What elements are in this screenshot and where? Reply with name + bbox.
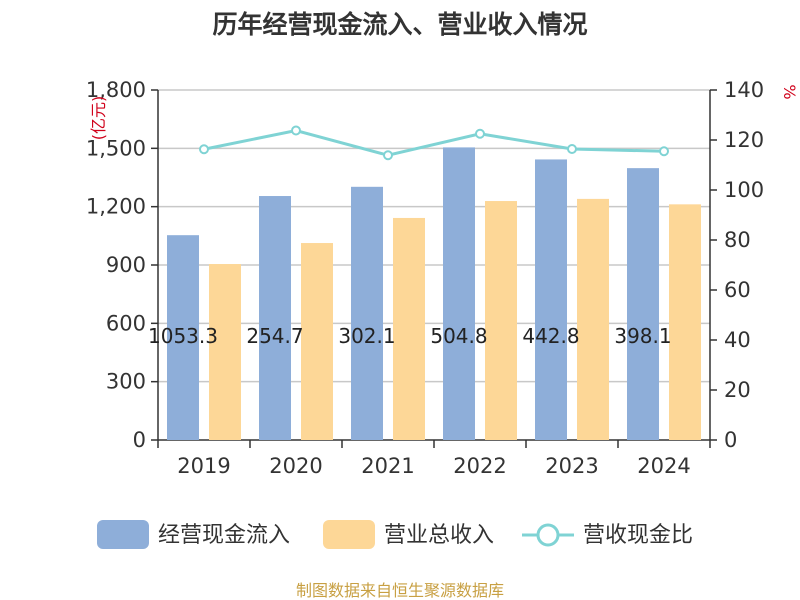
ratio-point-2020 [291,125,301,136]
data-label-cash-inflow-2023: 442.8 [522,324,579,348]
bar-cash-inflow-2023 [535,159,567,441]
ratio-line [203,128,665,157]
legend-item-ratio: 营收现金比 [522,523,693,548]
bar-cash-inflow-2020 [259,196,291,440]
data-label-cash-inflow-2024: 398.1 [614,324,671,348]
category-label-2019: 2019 [177,454,230,478]
legend-swatch-ratio-marker [536,523,560,547]
ratio-point-2023 [567,144,577,154]
chart-title: 历年经营现金流入、营业收入情况 [212,10,587,39]
ratio-point-2019 [199,144,209,155]
legend-item-revenue: 营业总收入 [323,520,494,549]
bars-cash-inflow [167,147,659,441]
right-tick-label: 100 [724,178,764,202]
right-tick-label: 60 [724,278,751,302]
left-tick-label: 0 [133,428,146,452]
legend-swatch-cash-inflow [97,520,149,549]
bar-revenue-2023 [577,198,609,440]
legend-label-cash-inflow: 经营现金流入 [158,523,290,548]
left-tick-label: 1,200 [86,195,146,219]
category-label-2024: 2024 [637,454,690,478]
bar-revenue-2024 [669,204,701,440]
data-label-cash-inflow-2022: 504.8 [430,324,487,348]
bar-revenue-2021 [393,217,425,440]
category-label-2020: 2020 [269,454,322,478]
axes [151,89,717,448]
data-label-cash-inflow-2020: 254.7 [246,324,303,348]
line-ratio [199,125,669,161]
bar-cash-inflow-2019 [167,235,199,440]
left-tick-label: 600 [106,311,146,335]
legend: 经营现金流入 营业总收入 营收现金比 [97,520,693,549]
category-label-2021: 2021 [361,454,414,478]
category-label-2022: 2022 [453,454,506,478]
category-labels: 2019 2020 2021 2022 2023 2024 [177,454,690,478]
legend-label-ratio: 营收现金比 [583,523,693,548]
bar-cash-inflow-2022 [443,147,475,441]
bars-revenue [209,198,701,440]
bar-cash-inflow-2024 [627,168,659,440]
ratio-point-2024 [659,146,669,157]
data-label-cash-inflow-2021: 302.1 [338,324,395,348]
bar-cash-inflow-2021 [351,186,383,440]
legend-swatch-revenue [323,520,375,549]
right-tick-label: 20 [724,378,751,402]
left-tick-label: 300 [106,370,146,394]
left-tick-label: 1,800 [86,78,146,102]
left-tick-label: 900 [106,253,146,277]
data-label-cash-inflow-2019: 1053.3 [148,324,218,348]
source-note: 制图数据来自恒生聚源数据库 [296,581,504,600]
right-tick-label: 40 [724,328,751,352]
right-axis-unit: % [780,84,799,99]
category-label-2023: 2023 [545,454,598,478]
right-tick-label: 140 [724,78,764,102]
left-axis-unit: (亿元) [89,96,108,141]
legend-label-revenue: 营业总收入 [384,523,494,548]
left-tick-label: 1,500 [86,136,146,160]
bar-revenue-2019 [209,264,241,440]
legend-item-cash-inflow: 经营现金流入 [97,520,290,549]
bar-revenue-2022 [485,201,517,440]
left-axis-ticks: 0 300 600 900 1,200 1,500 1,800 [86,78,146,452]
bar-revenue-2020 [301,243,333,440]
ratio-point-2021 [383,150,393,161]
right-tick-label: 120 [724,128,764,152]
data-labels: 1053.3 254.7 302.1 504.8 442.8 398.1 [148,324,672,348]
ratio-point-2022 [475,128,485,139]
right-axis-ticks: 0 20 40 60 80 100 120 140 [724,78,764,452]
grid [158,89,710,383]
right-tick-label: 0 [724,428,737,452]
right-tick-label: 80 [724,228,751,252]
